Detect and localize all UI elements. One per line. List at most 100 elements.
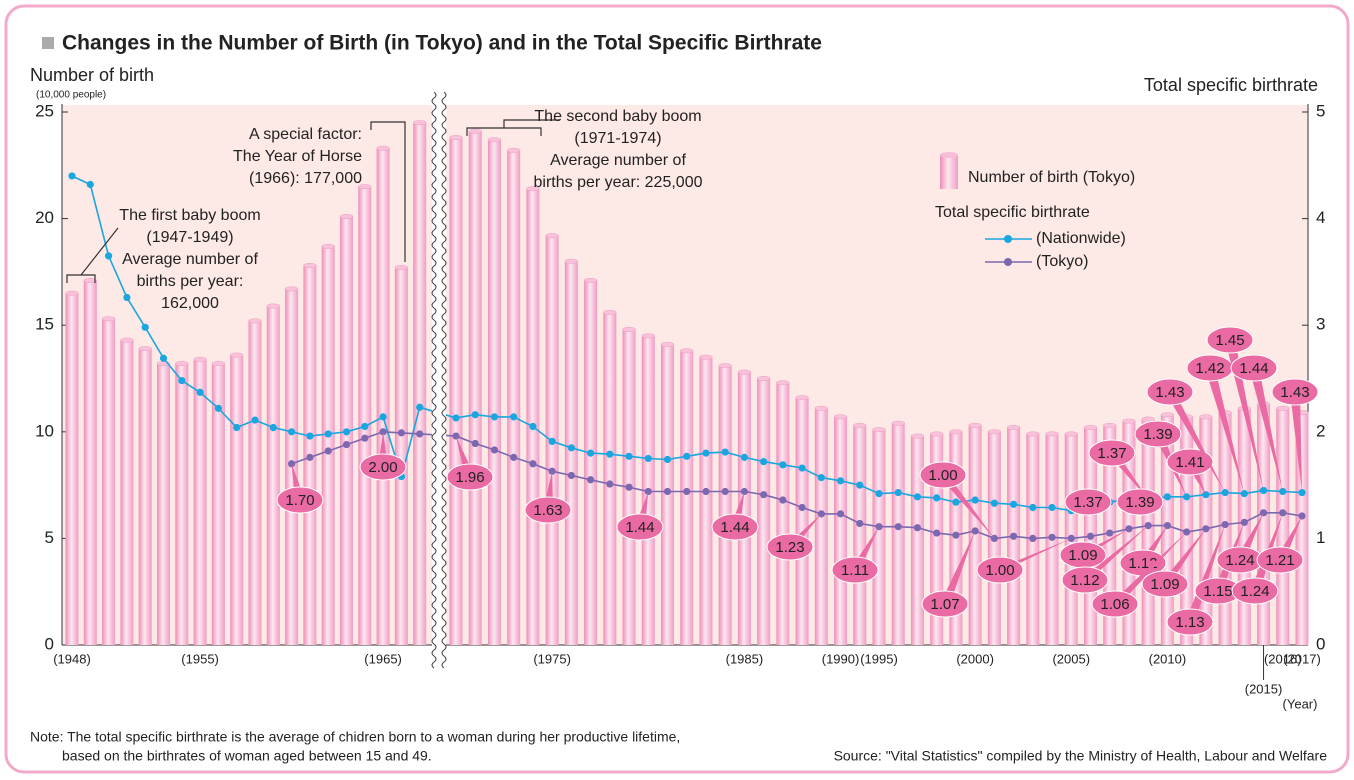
callout [616,513,664,541]
bar-body [1237,408,1251,645]
point [894,523,902,531]
point [760,458,768,466]
bar-top [1083,425,1098,430]
x-tick-label: (2015) [1245,681,1283,696]
bar [449,135,463,646]
annotation: births per year: 225,000 [534,174,703,191]
bar-top [814,405,829,411]
callout [1141,570,1189,598]
bar [487,137,502,645]
data-label: 1.00 [928,467,957,484]
callout [1116,488,1164,516]
y2-tick-label: 0 [1316,634,1325,653]
bar [321,243,335,646]
point [141,323,149,331]
point [471,411,479,419]
point [606,480,614,488]
data-label: 1.00 [985,562,1014,579]
point [856,481,864,489]
bar-body [1141,419,1155,645]
source: Source: "Vital Statistics" compiled by t… [834,748,1328,764]
bar-body [603,312,617,645]
point [548,437,556,445]
x-tick-label: (1995) [860,651,898,666]
y-tick-label: 25 [35,101,54,120]
point [1009,500,1018,508]
point [586,476,595,484]
annotation: Average number of [550,152,686,169]
point [324,447,332,455]
bar-top [1064,431,1079,437]
bar-top [120,337,134,343]
bar-top [853,422,867,428]
x-tick-label: (1965) [364,651,402,666]
bar [910,433,925,645]
point [416,403,424,411]
bar-top [968,422,982,428]
x-tick-label: (1985) [726,651,764,666]
point [1298,512,1306,520]
data-label: 1.24 [1225,552,1254,569]
callout-pointer [1165,392,1226,493]
callout [1146,378,1194,406]
bar [776,380,790,645]
bar-body [834,416,848,645]
annotation: (1947-1949) [146,229,233,246]
point [740,487,749,496]
point [971,496,979,504]
y2-tick-label: 1 [1316,528,1325,547]
bar-body [853,425,867,645]
bar-body [449,137,463,646]
data-label: 1.07 [930,596,959,613]
callout-pointer [995,538,1072,570]
callout-pointer [1185,524,1226,622]
point [663,487,672,496]
bar-body [230,355,244,645]
callout [1061,566,1109,594]
bar [814,405,829,645]
point [342,428,351,436]
bar [603,309,617,645]
bar-top [776,380,790,386]
bar-body [175,363,189,645]
point [529,422,537,431]
bar-top [545,233,559,239]
bar [795,395,809,645]
bar-body [699,357,713,645]
bar-body [193,359,207,645]
bar-top [526,186,540,192]
bar-top [138,346,152,352]
point [933,494,941,502]
bracket [466,119,560,136]
bar-body [211,363,225,645]
point [1163,522,1172,530]
point [452,414,460,422]
bar-body [248,320,262,645]
callout-pointer [1225,340,1264,491]
callout [1088,439,1136,467]
bar-top [376,145,390,151]
bar-top [193,356,207,362]
callout [1206,326,1254,354]
annotation: The Year of Horse [233,148,362,165]
data-label: 1.41 [1175,454,1204,471]
point [952,531,960,539]
bar-body [776,382,790,645]
callout-pointer [1160,528,1206,584]
point [178,377,186,385]
data-label: 1.09 [1068,547,1097,564]
callout-pointer [1110,532,1187,604]
bar-top [506,147,521,153]
x-axis-label: (Year) [1283,696,1318,711]
bar-body [737,372,751,645]
y-tick-label: 20 [35,208,54,227]
note-line: based on the birthrates of woman aged be… [62,748,432,764]
bar-top [564,258,579,264]
point [510,453,518,461]
data-label: 1.06 [1100,596,1129,613]
point [586,449,595,457]
callout [1256,546,1304,574]
point [159,354,168,362]
annotation: The second baby boom [534,108,701,125]
point [933,529,941,537]
